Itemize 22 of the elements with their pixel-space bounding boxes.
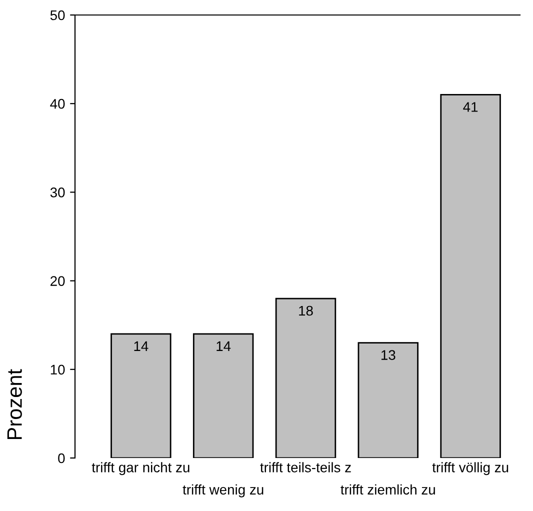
x-tick-label: trifft wenig zu [182,484,264,498]
data-label: 14 [134,341,148,351]
data-label: 41 [463,102,478,112]
x-tick-label: trifft teils-teils z [260,462,351,472]
data-label: 13 [381,350,396,360]
y-tick-label: 50 [50,10,65,20]
bar [358,342,419,458]
y-axis-title: Prozent [7,369,22,440]
bar [192,333,254,458]
y-tick-label: 10 [50,364,65,375]
x-tick-label: trifft völlig zu [432,462,508,476]
x-tick-label: trifft gar nicht zu [92,462,190,476]
y-tick-label: 0 [58,453,65,464]
data-label: 14 [216,341,231,351]
y-tick-label: 20 [50,276,65,286]
y-tick-label: 30 [50,188,65,198]
x-tick-label: trifft ziemlich zu [340,484,435,495]
y-tick-label: 40 [50,98,65,109]
data-label: 18 [299,306,313,316]
bar [440,94,501,458]
bar [110,333,172,458]
bar [275,298,336,458]
